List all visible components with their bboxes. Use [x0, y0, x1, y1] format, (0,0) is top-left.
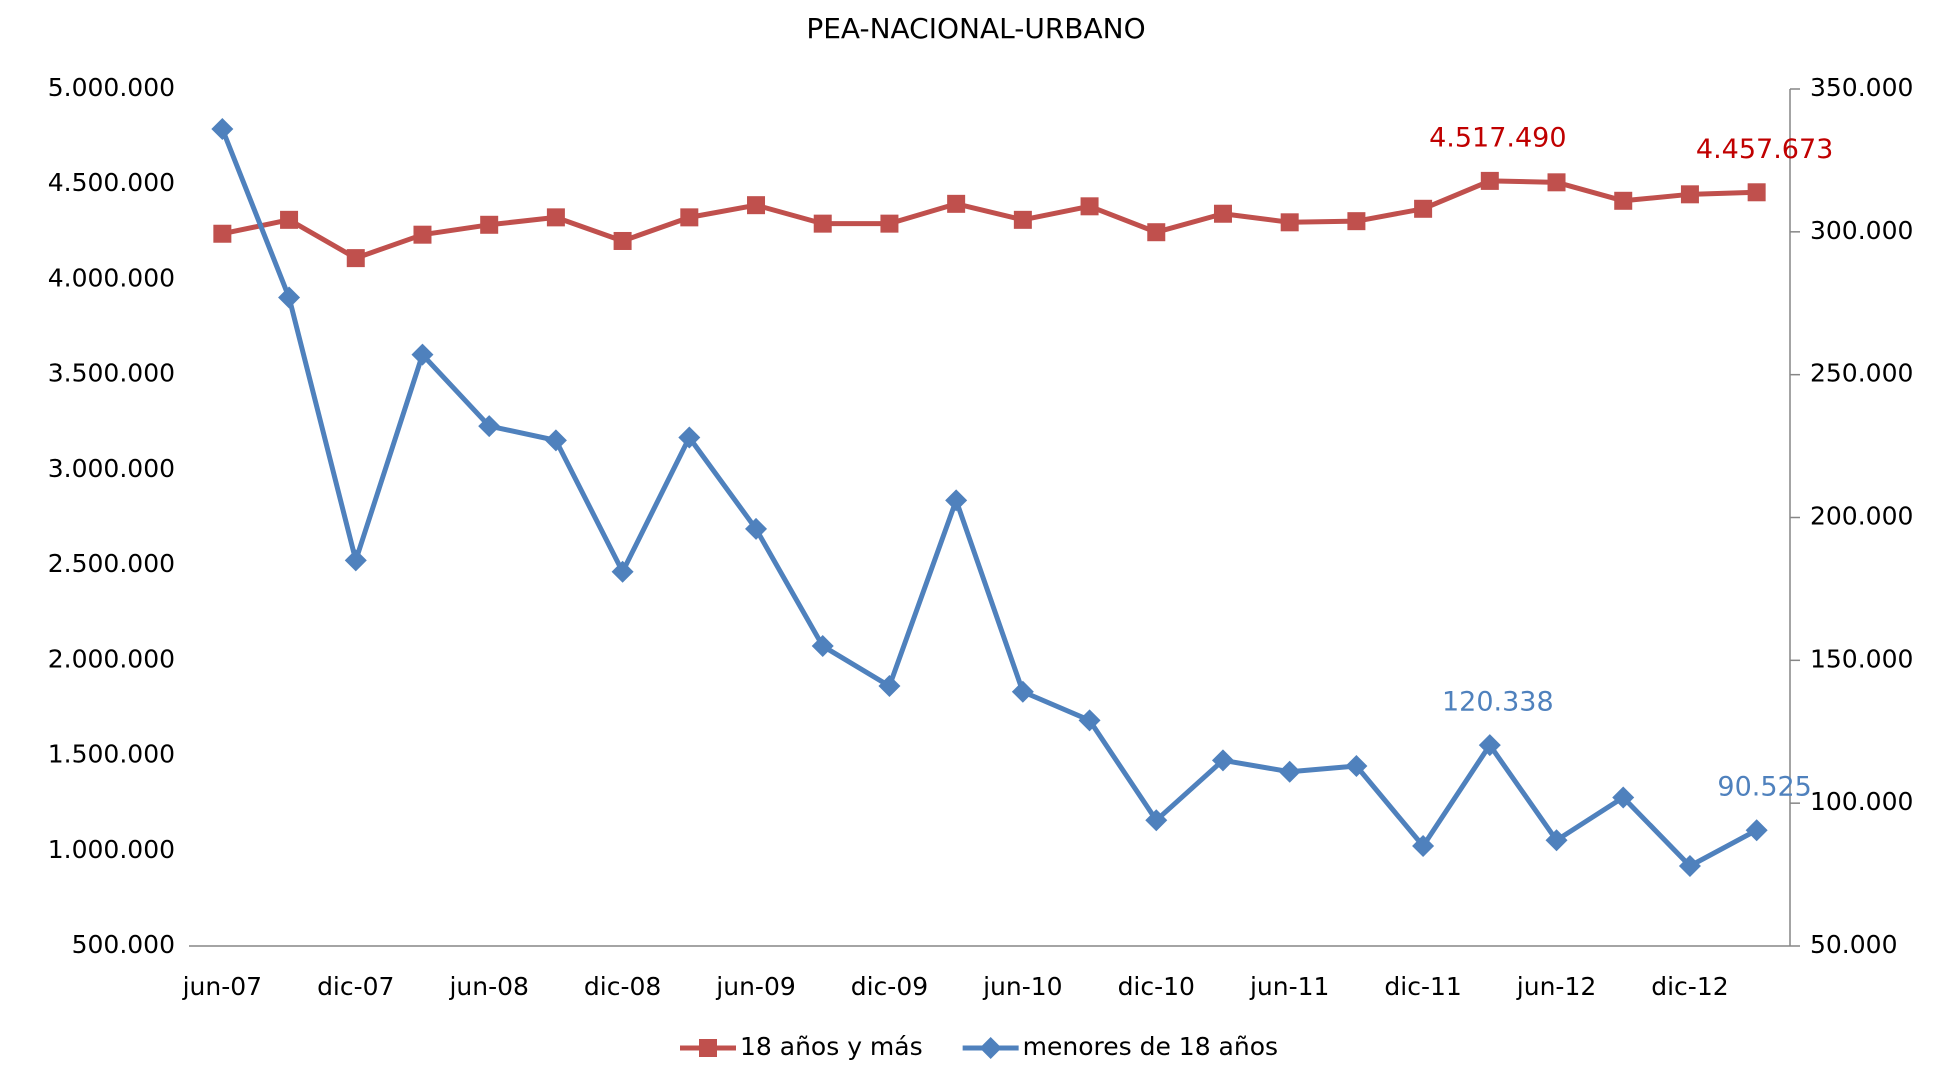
marker — [1414, 199, 1433, 218]
y2-tick-label: 100.000 — [1810, 787, 1913, 816]
marker — [1213, 204, 1232, 223]
x-tick-label: dic-12 — [1651, 972, 1728, 1001]
y-tick-label: 1.000.000 — [48, 835, 175, 864]
x-tick-label: jun-11 — [1249, 972, 1329, 1001]
marker — [280, 210, 299, 229]
chart-title: PEA-NACIONAL-URBANO — [806, 12, 1145, 45]
marker — [1480, 171, 1499, 190]
marker — [947, 194, 966, 213]
marker — [1678, 855, 1701, 878]
marker — [1547, 173, 1566, 192]
marker — [1145, 809, 1168, 832]
marker — [1747, 183, 1766, 202]
marker — [1412, 835, 1435, 858]
y-tick-label: 3.500.000 — [48, 359, 175, 388]
marker — [745, 517, 768, 540]
data-label: 4.517.490 — [1429, 122, 1566, 153]
marker — [544, 429, 567, 452]
marker — [211, 117, 234, 140]
y-tick-label: 4.500.000 — [48, 168, 175, 197]
marker — [1680, 185, 1699, 204]
y2-tick-label: 50.000 — [1810, 930, 1897, 959]
marker — [1745, 819, 1768, 842]
marker — [346, 249, 365, 268]
x-tick-label: dic-09 — [851, 972, 928, 1001]
x-tick-label: jun-12 — [1516, 972, 1596, 1001]
marker — [1478, 734, 1501, 757]
marker — [811, 635, 834, 658]
x-tick-label: dic-10 — [1118, 972, 1195, 1001]
marker — [1211, 749, 1234, 772]
data-label: 120.338 — [1442, 687, 1554, 718]
marker — [613, 231, 632, 250]
data-label: 4.457.673 — [1696, 134, 1833, 165]
x-tick-label: jun-07 — [182, 972, 262, 1001]
marker — [1614, 191, 1633, 210]
marker — [1011, 680, 1034, 703]
marker — [878, 675, 901, 698]
marker — [1280, 213, 1299, 232]
marker — [546, 208, 565, 227]
y-tick-label: 1.500.000 — [48, 740, 175, 769]
y-tick-label: 3.000.000 — [48, 454, 175, 483]
series-line — [221, 178, 1757, 261]
legend-label: menores de 18 años — [1023, 1032, 1278, 1061]
x-tick-label: jun-08 — [448, 972, 528, 1001]
marker — [747, 196, 766, 215]
y2-tick-label: 300.000 — [1810, 216, 1913, 245]
series-line — [220, 128, 1758, 869]
marker — [1347, 212, 1366, 231]
data-label: 90.525 — [1717, 772, 1811, 803]
x-tick-label: jun-09 — [715, 972, 795, 1001]
marker — [1545, 829, 1568, 852]
marker — [1080, 197, 1099, 216]
marker — [278, 286, 301, 309]
x-tick-label: dic-11 — [1384, 972, 1461, 1001]
y2-tick-label: 150.000 — [1810, 644, 1913, 673]
y2-tick-label: 250.000 — [1810, 359, 1913, 388]
marker — [213, 224, 232, 243]
marker — [1345, 755, 1368, 778]
legend-marker — [699, 1039, 717, 1057]
x-tick-label: dic-08 — [584, 972, 661, 1001]
x-tick-label: jun-10 — [982, 972, 1062, 1001]
marker — [1147, 223, 1166, 242]
marker — [1013, 210, 1032, 229]
y2-tick-label: 200.000 — [1810, 502, 1913, 531]
marker — [880, 214, 899, 233]
marker — [611, 560, 634, 583]
y-tick-label: 500.000 — [72, 930, 175, 959]
marker — [1612, 786, 1635, 809]
marker — [413, 225, 432, 244]
marker — [680, 208, 699, 227]
marker — [478, 415, 501, 438]
legend-label: 18 años y más — [740, 1032, 923, 1061]
y2-tick-label: 350.000 — [1810, 73, 1913, 102]
marker — [813, 214, 832, 233]
marker — [411, 343, 434, 366]
marker — [945, 489, 968, 512]
marker — [480, 215, 499, 234]
y-tick-label: 4.000.000 — [48, 263, 175, 292]
y-tick-label: 2.500.000 — [48, 549, 175, 578]
x-tick-label: dic-07 — [317, 972, 394, 1001]
y-tick-label: 5.000.000 — [48, 73, 175, 102]
marker — [1278, 760, 1301, 783]
marker — [344, 549, 367, 572]
marker — [1078, 709, 1101, 732]
legend-marker — [979, 1037, 1002, 1059]
y-tick-label: 2.000.000 — [48, 644, 175, 673]
marker — [678, 426, 701, 449]
